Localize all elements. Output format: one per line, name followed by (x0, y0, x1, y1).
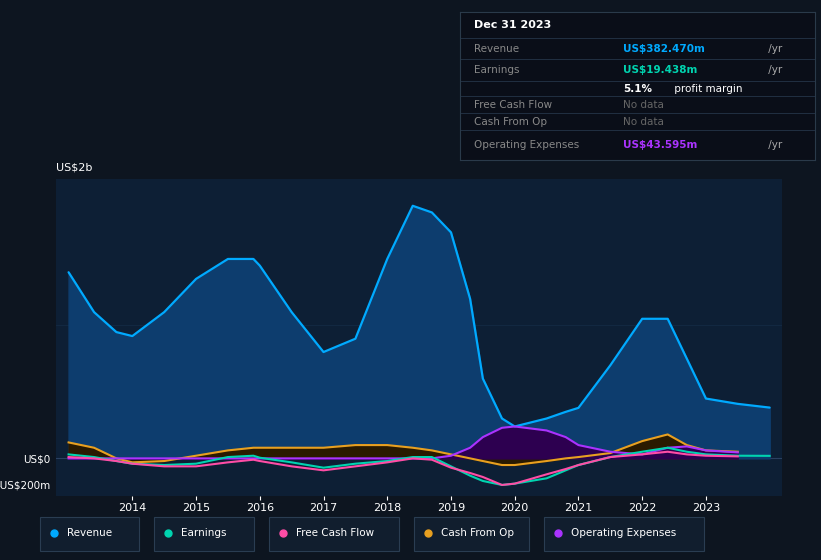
Text: US$382.470m: US$382.470m (623, 44, 705, 54)
Text: Cash From Op: Cash From Op (441, 529, 514, 538)
Text: Free Cash Flow: Free Cash Flow (296, 529, 374, 538)
Text: Dec 31 2023: Dec 31 2023 (475, 20, 552, 30)
Text: US$19.438m: US$19.438m (623, 65, 698, 75)
Text: Cash From Op: Cash From Op (475, 117, 548, 127)
Text: US$43.595m: US$43.595m (623, 140, 698, 150)
Text: /yr: /yr (765, 140, 782, 150)
Bar (544, 516, 704, 551)
Bar (414, 516, 529, 551)
Bar (269, 516, 399, 551)
Text: /yr: /yr (765, 65, 782, 75)
Text: profit margin: profit margin (672, 83, 743, 94)
Text: Free Cash Flow: Free Cash Flow (475, 100, 553, 110)
Bar (154, 516, 254, 551)
Bar (40, 516, 140, 551)
Text: Operating Expenses: Operating Expenses (475, 140, 580, 150)
Text: 5.1%: 5.1% (623, 83, 653, 94)
Text: US$2b: US$2b (56, 162, 92, 172)
Text: /yr: /yr (765, 44, 782, 54)
Text: Earnings: Earnings (181, 529, 227, 538)
Text: Operating Expenses: Operating Expenses (571, 529, 676, 538)
Text: Revenue: Revenue (475, 44, 520, 54)
Text: Earnings: Earnings (475, 65, 520, 75)
Text: Revenue: Revenue (67, 529, 112, 538)
Text: No data: No data (623, 100, 664, 110)
Text: No data: No data (623, 117, 664, 127)
